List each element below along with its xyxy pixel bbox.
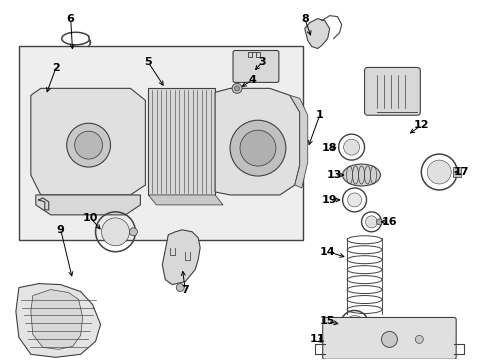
Text: 7: 7 — [181, 284, 189, 294]
Text: 10: 10 — [83, 213, 98, 223]
Text: 1: 1 — [315, 110, 323, 120]
Circle shape — [343, 139, 359, 155]
Text: 13: 13 — [326, 170, 342, 180]
Bar — [19, 45, 302, 240]
Polygon shape — [304, 19, 329, 49]
Circle shape — [376, 219, 382, 225]
Text: 5: 5 — [144, 58, 152, 67]
Text: 17: 17 — [452, 167, 468, 177]
Text: 4: 4 — [247, 75, 255, 85]
Polygon shape — [36, 195, 140, 215]
Circle shape — [75, 131, 102, 159]
FancyBboxPatch shape — [322, 318, 455, 359]
Circle shape — [381, 332, 397, 347]
Circle shape — [232, 84, 242, 93]
Polygon shape — [31, 289, 82, 349]
Circle shape — [347, 193, 361, 207]
Text: 19: 19 — [321, 195, 337, 205]
Text: 16: 16 — [381, 217, 396, 227]
Text: 8: 8 — [300, 14, 308, 24]
Text: 9: 9 — [57, 225, 64, 235]
Polygon shape — [289, 95, 307, 188]
Circle shape — [345, 315, 363, 333]
Polygon shape — [16, 284, 101, 357]
Bar — [452, 167, 460, 177]
Bar — [148, 88, 215, 195]
Circle shape — [427, 160, 450, 184]
FancyBboxPatch shape — [233, 50, 278, 82]
Text: 18: 18 — [321, 143, 337, 153]
Text: 11: 11 — [309, 334, 325, 345]
Text: 6: 6 — [66, 14, 75, 24]
Text: 3: 3 — [258, 58, 265, 67]
FancyBboxPatch shape — [364, 67, 420, 115]
Circle shape — [229, 120, 285, 176]
Polygon shape — [215, 88, 299, 195]
Text: 2: 2 — [52, 63, 60, 73]
Circle shape — [129, 228, 137, 236]
Circle shape — [414, 336, 423, 343]
Circle shape — [365, 216, 377, 228]
Circle shape — [102, 218, 129, 246]
Polygon shape — [148, 195, 223, 205]
Text: 12: 12 — [413, 120, 428, 130]
Circle shape — [240, 130, 275, 166]
Circle shape — [234, 86, 239, 91]
Text: 15: 15 — [319, 316, 335, 327]
Polygon shape — [31, 88, 145, 195]
Ellipse shape — [342, 164, 380, 186]
Text: 14: 14 — [319, 247, 335, 257]
Circle shape — [66, 123, 110, 167]
Polygon shape — [162, 230, 200, 285]
Circle shape — [176, 284, 184, 292]
